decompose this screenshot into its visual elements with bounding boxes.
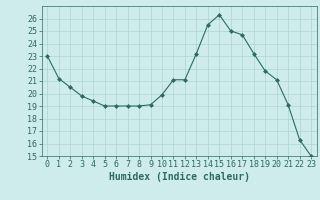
X-axis label: Humidex (Indice chaleur): Humidex (Indice chaleur) [109,172,250,182]
